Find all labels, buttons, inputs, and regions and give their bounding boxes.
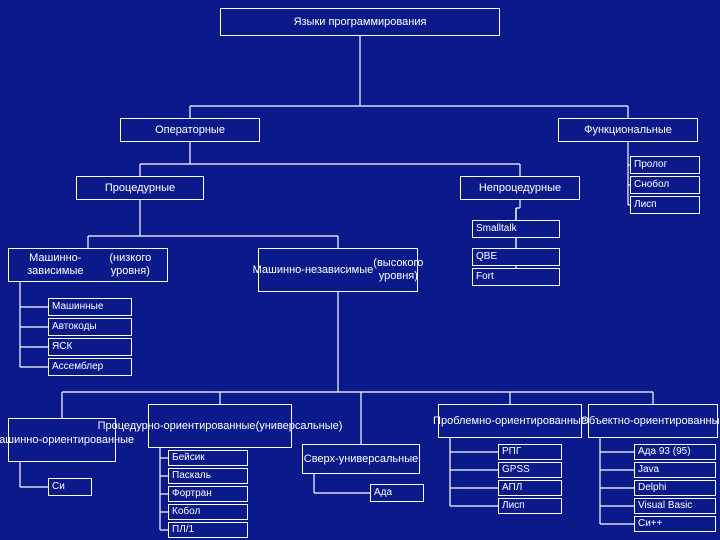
node-gpss: GPSS [498,462,562,478]
node-ada: Ада [370,484,424,502]
node-prolog: Пролог [630,156,700,174]
node-nonproc: Непроцедурные [460,176,580,200]
node-rpg: РПГ [498,444,562,460]
node-cobol: Кобол [168,504,248,520]
node-mdep: Машинно-зависимые(низкого уровня) [8,248,168,282]
node-fort: Fort [472,268,560,286]
node-lisp1: Лисп [630,196,700,214]
node-cpp: Си++ [634,516,716,532]
node-object: Объектно-ориентированные [588,404,718,438]
node-mach: Машинные [48,298,132,316]
node-smalltalk: Smalltalk [472,220,560,238]
node-operator: Операторные [120,118,260,142]
node-snobol: Снобол [630,176,700,194]
node-pascal: Паскаль [168,468,248,484]
node-functional: Функциональные [558,118,698,142]
node-lisp2: Лисп [498,498,562,514]
node-delphi: Delphi [634,480,716,496]
node-problem: Проблемно-ориентированные [438,404,582,438]
node-ada93: Ада 93 (95) [634,444,716,460]
node-super: Сверх-универсальные [302,444,420,474]
node-yask: ЯСК [48,338,132,356]
node-si: Си [48,478,92,496]
node-auto: Автокоды [48,318,132,336]
node-root: Языки программирования [220,8,500,36]
node-java: Java [634,462,716,478]
node-mindep: Машинно-независимые(высокого уровня) [258,248,418,292]
node-procedural: Процедурные [76,176,204,200]
node-fortran: Фортран [168,486,248,502]
node-basic: Бейсик [168,450,248,466]
node-pl1: ПЛ/1 [168,522,248,538]
node-asm: Ассемблер [48,358,132,376]
node-qbe: QBE [472,248,560,266]
node-apl: АПЛ [498,480,562,496]
node-procor: Процедурно-ориентированные(универсальные… [148,404,292,448]
node-vb: Visual Basic [634,498,716,514]
